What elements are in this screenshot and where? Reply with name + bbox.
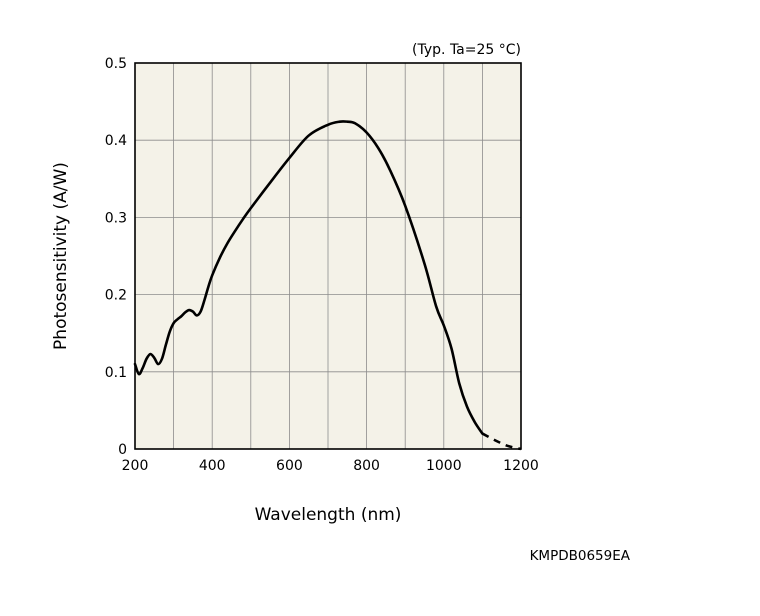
y-tick-label: 0.4 [105,133,127,149]
y-tick-labels: 0 0.1 0.2 0.3 0.4 0.5 [105,56,127,458]
series-line-solid [133,120,484,435]
x-tick-label: 200 [122,458,149,474]
y-tick-label: 0 [118,442,127,458]
x-tick-label: 1200 [503,458,539,474]
y-tick-label: 0.5 [105,56,127,72]
y-axis-label: Photosensitivity (A/W) [51,162,71,350]
series-lines [133,120,522,451]
condition-note: (Typ. Ta=25 °C) [412,42,521,58]
x-tick-label: 800 [353,458,380,474]
x-tick-label: 1000 [426,458,462,474]
x-tick-labels: 200 400 600 800 1000 1200 [122,458,539,474]
x-tick-label: 600 [276,458,303,474]
y-tick-label: 0.2 [105,288,127,304]
plot-frame [134,62,522,450]
y-tick-label: 0.1 [105,365,127,381]
y-tick-label: 0.3 [105,210,127,226]
x-axis-label: Wavelength (nm) [255,505,402,525]
figure-code: KMPDB0659EA [530,548,631,564]
x-tick-label: 400 [199,458,226,474]
